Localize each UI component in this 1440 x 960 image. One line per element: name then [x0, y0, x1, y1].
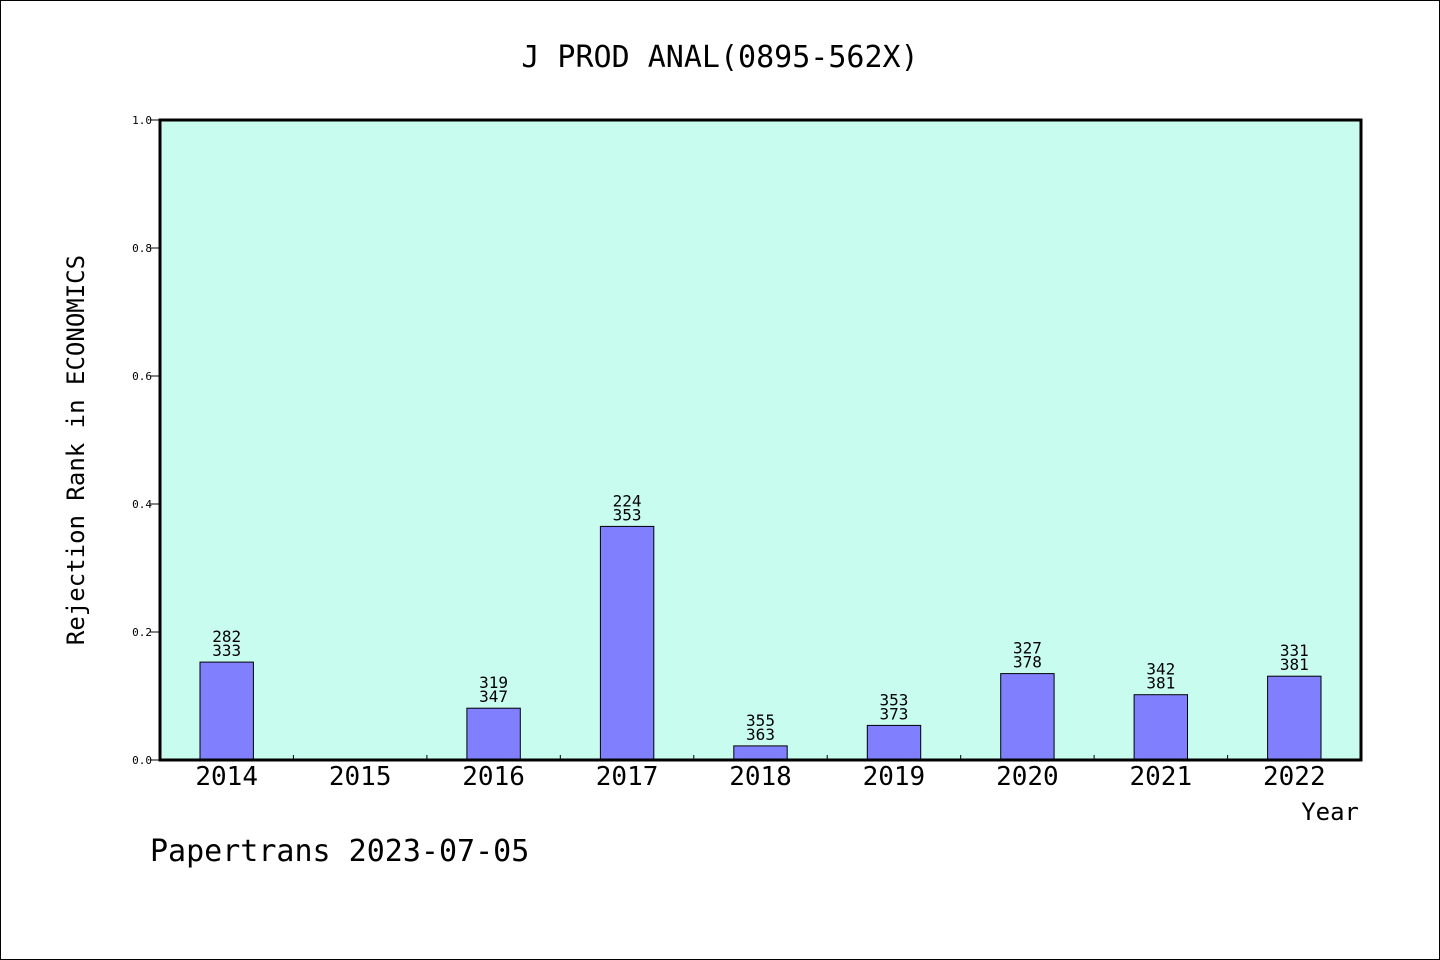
bar-2016	[466, 707, 521, 761]
chart-title: J PROD ANAL(0895-562X)	[521, 40, 918, 75]
footer-credit: Papertrans 2023-07-05	[150, 834, 530, 869]
x-tick-label-2016: 2016	[462, 762, 525, 792]
x-tick-label-2019: 2019	[863, 762, 926, 792]
y-tick-label-0.0: 0.0	[132, 754, 152, 767]
bar-2018	[733, 745, 788, 761]
x-tick-label-2017: 2017	[596, 762, 659, 792]
bar-label-bottom-2017: 353	[613, 505, 642, 524]
y-axis: 0.0 0.2 0.4 0.6 0.8 1.0	[132, 114, 160, 767]
bar-label-bottom-2014: 333	[212, 641, 241, 660]
bar-label-top-2016: 319	[479, 673, 508, 692]
bar-2021	[1133, 694, 1188, 761]
bar-label-top-2020: 327	[1013, 639, 1042, 658]
x-tick-label-2022: 2022	[1263, 762, 1326, 792]
bar-label-bottom-2019: 373	[879, 704, 908, 723]
y-axis-title: Rejection Rank in ECONOMICS	[62, 255, 90, 645]
y-tick-label-0.4: 0.4	[132, 498, 152, 511]
bar-2020	[1000, 673, 1055, 761]
x-tick-label-2014: 2014	[195, 762, 258, 792]
plot-border	[158, 118, 1363, 762]
bar-label-bottom-2022: 381	[1280, 655, 1309, 674]
y-tick-label-0.2: 0.2	[132, 626, 152, 639]
y-tick-label-0.6: 0.6	[132, 370, 152, 383]
bar-label-top-2021: 342	[1146, 660, 1175, 679]
bar-label-bottom-2020: 378	[1013, 653, 1042, 672]
bar-label-top-2014: 282	[212, 627, 241, 646]
x-tick-label-2018: 2018	[729, 762, 792, 792]
bar-label-bottom-2016: 347	[479, 687, 508, 706]
x-tick-label-2021: 2021	[1129, 762, 1192, 792]
bars-layer	[199, 525, 1322, 761]
y-tick-label-1.0: 1.0	[132, 114, 152, 127]
bar-label-top-2022: 331	[1280, 641, 1309, 660]
bar-label-top-2018: 355	[746, 711, 775, 730]
bar-label-bottom-2018: 363	[746, 725, 775, 744]
x-tick-label-2015: 2015	[329, 762, 392, 792]
bar-2022	[1267, 675, 1322, 761]
bar-2019	[866, 724, 922, 761]
bar-label-top-2017: 224	[613, 491, 642, 510]
x-axis: 2014 2015 2016 2017 2018 2019 2020 2021 2022	[195, 755, 1326, 792]
x-axis-title: Year	[1301, 798, 1359, 826]
bar-2014	[199, 661, 254, 761]
bar-label-bottom-2021: 381	[1146, 674, 1175, 693]
plot-area	[160, 120, 1361, 760]
bar-label-top-2019: 353	[879, 690, 908, 709]
x-tick-label-2020: 2020	[996, 762, 1059, 792]
bar-2017	[599, 525, 655, 761]
y-tick-label-0.8: 0.8	[132, 242, 152, 255]
